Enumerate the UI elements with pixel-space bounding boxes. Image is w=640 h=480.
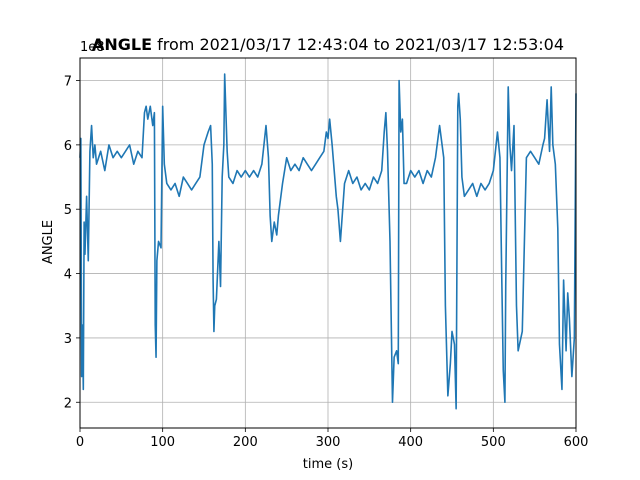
x-tick-label: 100 — [150, 435, 175, 450]
x-axis: 0 100 200 300 400 500 600 — [76, 428, 589, 450]
y-tick-label: 7 — [64, 75, 72, 90]
y-tick-label: 6 — [64, 139, 72, 154]
y-offset-label: 1e8 — [80, 40, 105, 55]
y-tick-label: 4 — [64, 268, 72, 283]
y-axis: 2 3 4 5 6 7 — [64, 75, 80, 411]
y-tick-label: 5 — [64, 203, 72, 218]
chart-title: ANGLE from 2021/03/17 12:43:04 to 2021/0… — [92, 35, 564, 54]
y-tick-label: 2 — [64, 396, 72, 411]
data-series — [79, 73, 577, 410]
title-rest: from 2021/03/17 12:43:04 to 2021/03/17 1… — [152, 35, 564, 54]
x-tick-label: 200 — [233, 435, 258, 450]
series-line — [79, 73, 577, 410]
x-axis-label: time (s) — [303, 457, 353, 472]
x-tick-label: 0 — [76, 435, 84, 450]
x-tick-label: 600 — [564, 435, 589, 450]
y-axis-label: ANGLE — [41, 220, 56, 264]
x-tick-label: 400 — [398, 435, 423, 450]
x-tick-label: 300 — [316, 435, 341, 450]
y-tick-label: 3 — [64, 332, 72, 347]
title-bold-part: ANGLE — [92, 35, 152, 54]
x-tick-label: 500 — [481, 435, 506, 450]
